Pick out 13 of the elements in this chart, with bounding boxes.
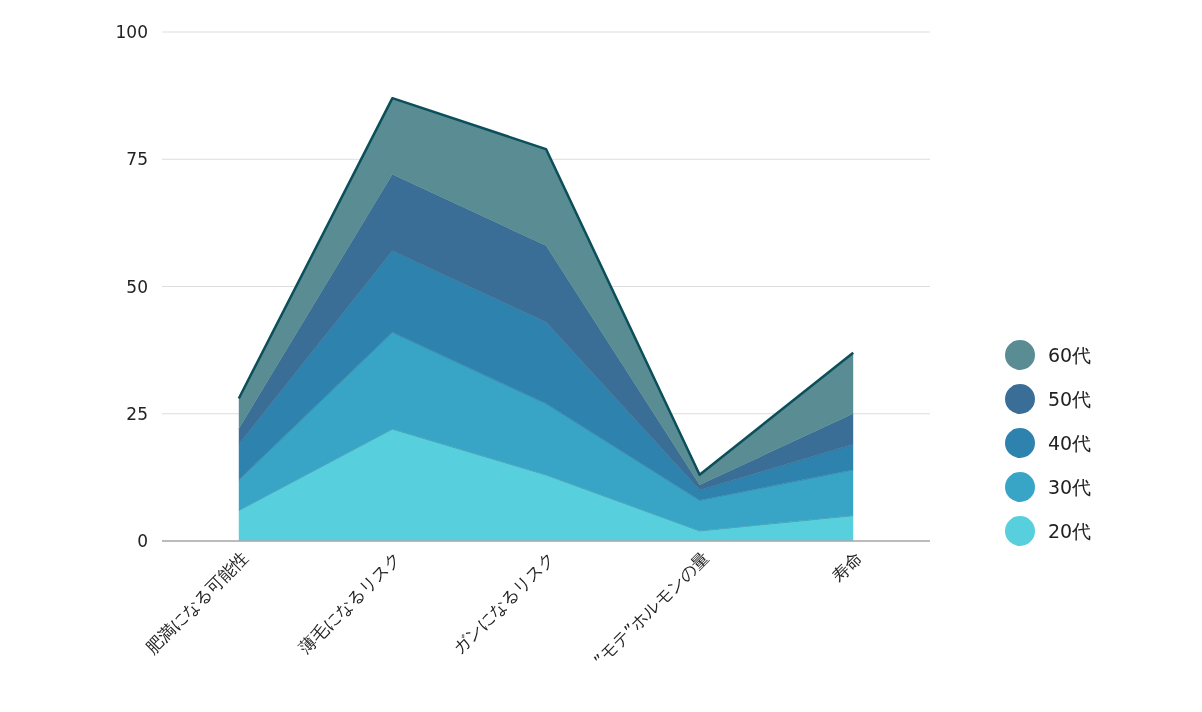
legend-label: 20代 [1048, 520, 1092, 542]
x-tick-label: 薄毛になるリスク [294, 547, 406, 658]
x-tick-label: 寿命 [827, 547, 867, 586]
y-tick-label: 100 [115, 22, 148, 42]
legend-label: 40代 [1048, 432, 1092, 454]
x-tick-label: ”モテ”ホルモンの量 [589, 547, 713, 671]
y-tick-label: 50 [126, 276, 148, 297]
y-tick-label: 25 [126, 403, 148, 424]
x-tick-label: ガンになるリスク [448, 547, 559, 658]
legend-label: 60代 [1048, 344, 1092, 366]
y-tick-label: 75 [126, 149, 148, 170]
legend-label: 50代 [1048, 388, 1092, 410]
legend-label: 30代 [1048, 476, 1092, 498]
